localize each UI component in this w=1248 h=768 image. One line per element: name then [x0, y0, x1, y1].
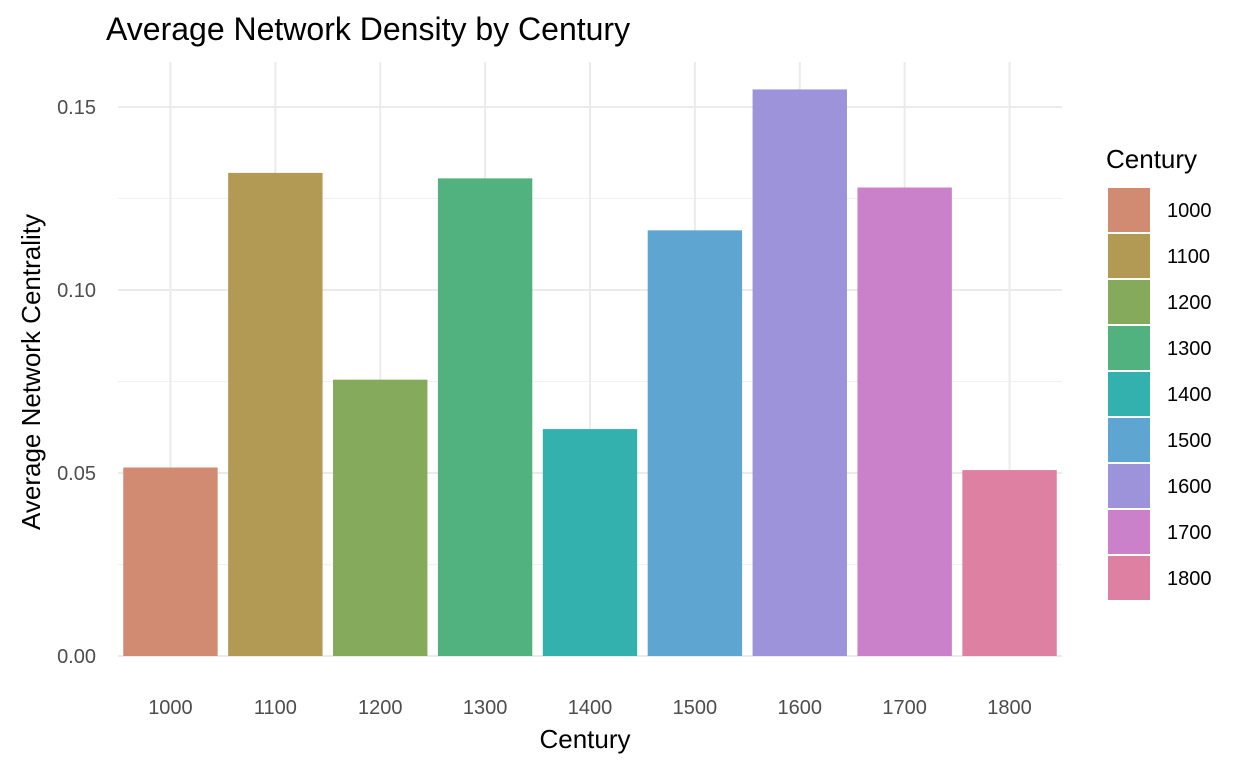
- legend-label-1200: 1200: [1167, 292, 1212, 314]
- x-tick-label: 1700: [882, 697, 927, 719]
- legend-label-1800: 1800: [1167, 568, 1212, 590]
- legend-key-1200: [1108, 280, 1150, 324]
- x-tick-label: 1300: [463, 697, 508, 719]
- bar-1200: [333, 379, 428, 656]
- bar-1300: [437, 178, 533, 656]
- legend-key-1300: [1108, 326, 1150, 370]
- x-axis-ticks: 1000 1100 1200 1300 1400 1500 1600 1700 1800: [148, 697, 1032, 719]
- y-tick-label: 0.05: [57, 463, 96, 485]
- y-tick-label: 0.00: [57, 646, 96, 668]
- legend-key-1100: [1108, 234, 1150, 278]
- legend-key-1000: [1108, 188, 1150, 232]
- legend-label-1300: 1300: [1167, 338, 1212, 360]
- y-tick-label: 0.10: [57, 280, 96, 302]
- bar-1800: [962, 470, 1057, 656]
- legend-label-1000: 1000: [1167, 200, 1212, 222]
- legend-key-1500: [1108, 418, 1150, 462]
- bar-1600: [752, 89, 847, 656]
- legend-key-1700: [1108, 510, 1150, 554]
- legend-label-1400: 1400: [1167, 384, 1212, 406]
- y-axis-title: Average Network Centrality: [16, 214, 46, 530]
- x-tick-label: 1400: [568, 697, 613, 719]
- bars: [123, 89, 1057, 657]
- x-tick-label: 1100: [254, 697, 297, 719]
- x-tick-label: 1000: [148, 697, 193, 719]
- legend-label-1500: 1500: [1167, 430, 1212, 452]
- legend-key-1800: [1108, 556, 1150, 600]
- legend-label-1600: 1600: [1167, 476, 1212, 498]
- legend-key-1600: [1108, 464, 1150, 508]
- chart-title: Average Network Density by Century: [106, 11, 630, 47]
- bar-1500: [647, 230, 743, 657]
- bar-1100: [228, 172, 323, 656]
- legend-key-1400: [1108, 372, 1150, 416]
- legend-label-1100: 1100: [1167, 246, 1210, 268]
- x-tick-label: 1500: [673, 697, 718, 719]
- bar-1700: [857, 187, 952, 656]
- x-axis-title: Century: [539, 724, 630, 754]
- bar-1400: [542, 429, 638, 656]
- legend-label-1700: 1700: [1167, 522, 1212, 544]
- x-tick-label: 1800: [987, 697, 1032, 719]
- bar-1000: [123, 467, 218, 656]
- y-tick-label: 0.15: [57, 97, 96, 119]
- x-tick-label: 1200: [358, 697, 403, 719]
- legend-title: Century: [1106, 144, 1197, 174]
- legend: Century 1000 1100 1200 1300 1400 1500 1600 1700…: [1106, 144, 1212, 600]
- x-tick-label: 1600: [778, 697, 823, 719]
- y-axis-ticks: 0.00 0.05 0.10 0.15: [57, 97, 96, 668]
